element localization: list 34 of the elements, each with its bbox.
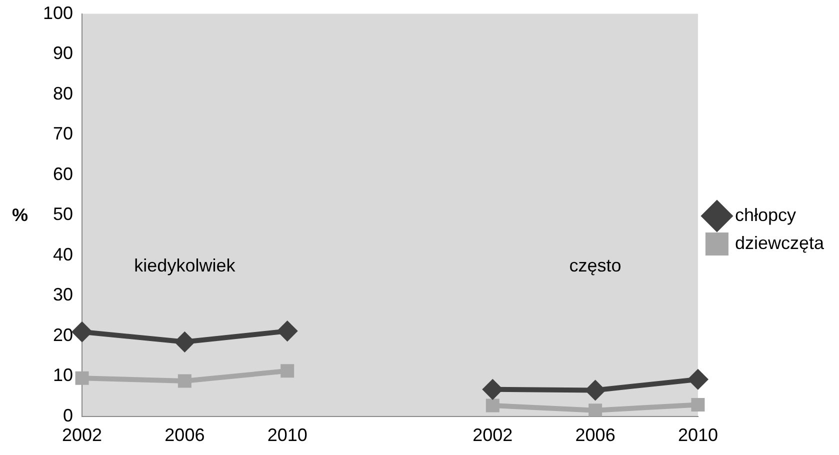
annotation: kiedykolwiek: [134, 255, 236, 276]
x-tick-label: 2002: [62, 425, 102, 446]
x-tick-label: 2006: [164, 425, 205, 446]
point: [688, 370, 708, 389]
point: [175, 332, 194, 352]
x-tick-label: 2010: [267, 425, 308, 446]
x-tick-label: 2002: [472, 425, 513, 446]
annotation: często: [569, 255, 622, 276]
y-axis-title: %: [12, 205, 28, 226]
point: [486, 398, 500, 412]
x-tick-label: 2006: [575, 425, 616, 446]
y-tick-label: 50: [53, 204, 74, 224]
point: [483, 380, 502, 399]
y-tick-label: 40: [53, 244, 74, 264]
point: [178, 374, 192, 388]
point: [278, 322, 297, 341]
point: [280, 364, 294, 378]
y-tick-label: 60: [53, 164, 74, 184]
y-tick-label: 0: [63, 405, 74, 426]
y-tick-label: 10: [53, 365, 74, 386]
point: [72, 322, 92, 342]
y-tick-label: 90: [53, 43, 74, 64]
point: [586, 380, 605, 400]
legend-label: dziewczęta: [734, 232, 825, 253]
y-tick-label: 80: [53, 83, 74, 104]
point: [75, 371, 89, 385]
point: [691, 398, 705, 412]
y-tick-label: 100: [42, 2, 74, 23]
legend-label: chłopcy: [734, 204, 796, 225]
x-tick-label: 2010: [678, 425, 718, 446]
y-tick-label: 20: [53, 324, 74, 345]
y-tick-label: 30: [53, 284, 74, 305]
point: [588, 404, 602, 416]
y-tick-label: 70: [53, 124, 74, 144]
